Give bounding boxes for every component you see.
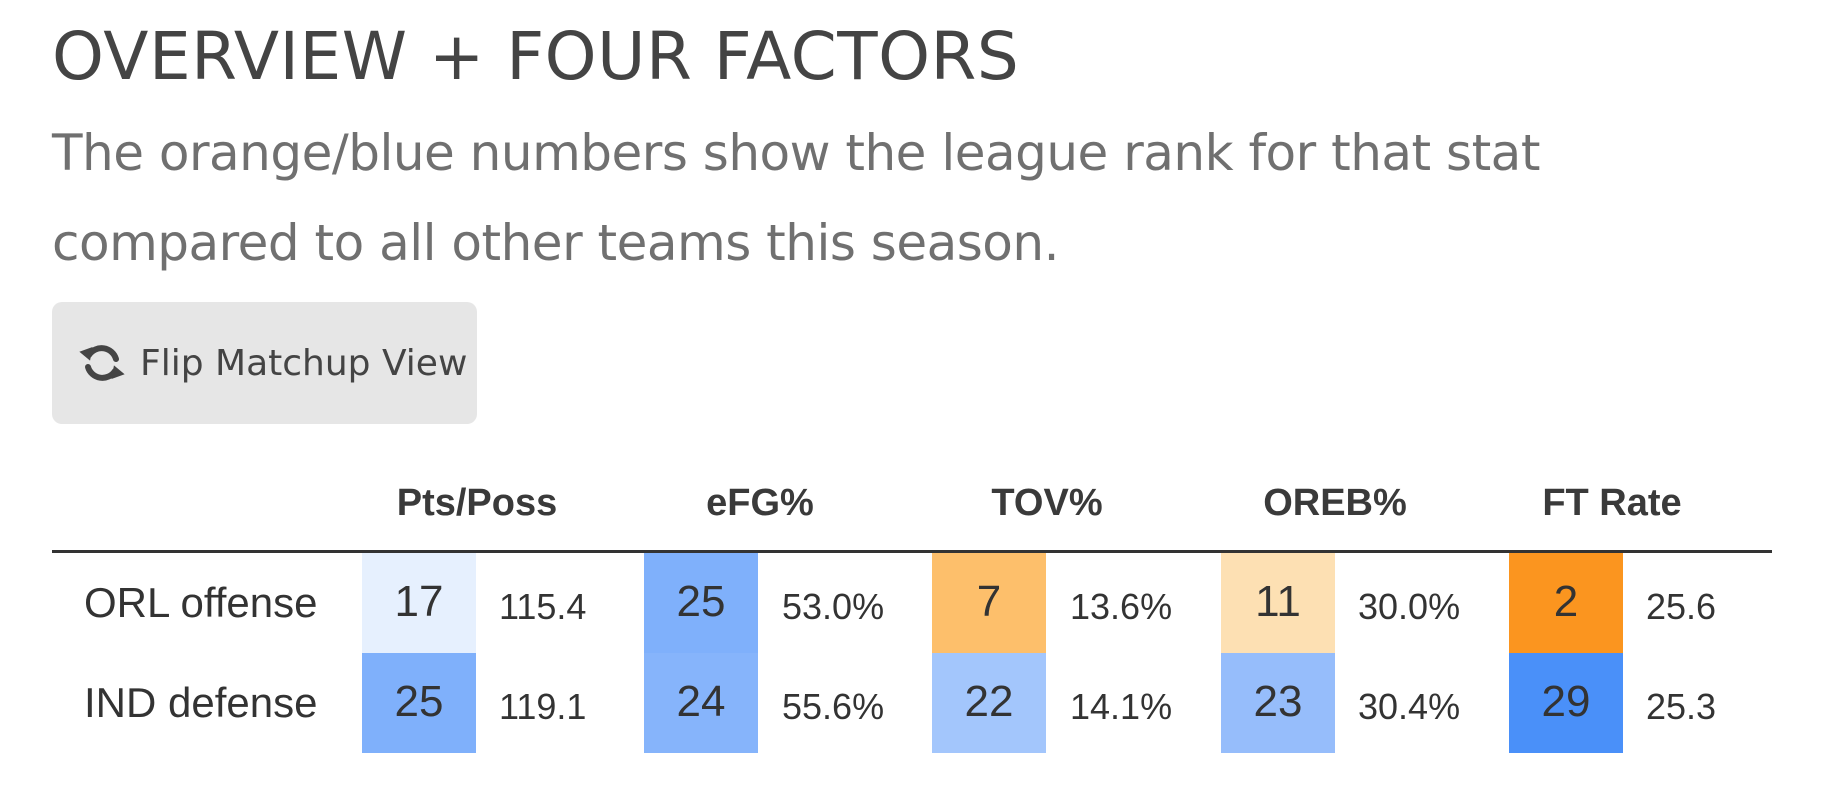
row-label: ORL offense (84, 579, 318, 626)
column-header-tov: TOV% (991, 482, 1103, 524)
value-cell: 25.3 (1646, 686, 1717, 727)
table-row: ORL offense 17 115.4 25 53.0% 7 13.6% 11… (52, 553, 1772, 653)
value-cell: 14.1% (1070, 686, 1173, 727)
value-cell: 119.1 (499, 686, 587, 727)
rank-cell: 11 (1221, 553, 1335, 653)
value-cell: 30.4% (1358, 686, 1461, 727)
value-cell: 53.0% (782, 586, 885, 627)
column-header-efg: eFG% (706, 482, 814, 524)
column-header-ft-rate: FT Rate (1542, 482, 1682, 524)
value-cell: 55.6% (782, 686, 885, 727)
table-header-row: Pts/Poss eFG% TOV% OREB% FT Rate (52, 470, 1772, 553)
value-cell: 30.0% (1358, 586, 1461, 627)
table-row: IND defense 25 119.1 24 55.6% 22 14.1% 2… (52, 653, 1772, 753)
rank-cell: 17 (362, 553, 476, 653)
rank-cell: 24 (644, 653, 758, 753)
page-subtitle: The orange/blue numbers show the league … (52, 124, 1540, 272)
rank-cell: 22 (932, 653, 1046, 753)
rank-cell: 25 (644, 553, 758, 653)
rank-cell: 25 (362, 653, 476, 753)
flip-matchup-button[interactable]: Flip Matchup View (52, 302, 477, 424)
rank-cell: 29 (1509, 653, 1623, 753)
rank-cell: 7 (932, 553, 1046, 653)
row-label: IND defense (84, 679, 318, 726)
four-factors-table: Pts/Poss eFG% TOV% OREB% FT Rate ORL off… (52, 470, 1772, 753)
rank-cell: 23 (1221, 653, 1335, 753)
value-cell: 13.6% (1070, 586, 1173, 627)
refresh-icon (78, 339, 126, 387)
value-cell: 115.4 (499, 586, 587, 627)
column-header-oreb: OREB% (1263, 482, 1407, 524)
value-cell: 25.6 (1646, 586, 1717, 627)
page-title: OVERVIEW + FOUR FACTORS (52, 18, 1020, 95)
column-header-pts-poss: Pts/Poss (396, 482, 558, 524)
rank-cell: 2 (1509, 553, 1623, 653)
flip-matchup-label: Flip Matchup View (140, 342, 468, 384)
